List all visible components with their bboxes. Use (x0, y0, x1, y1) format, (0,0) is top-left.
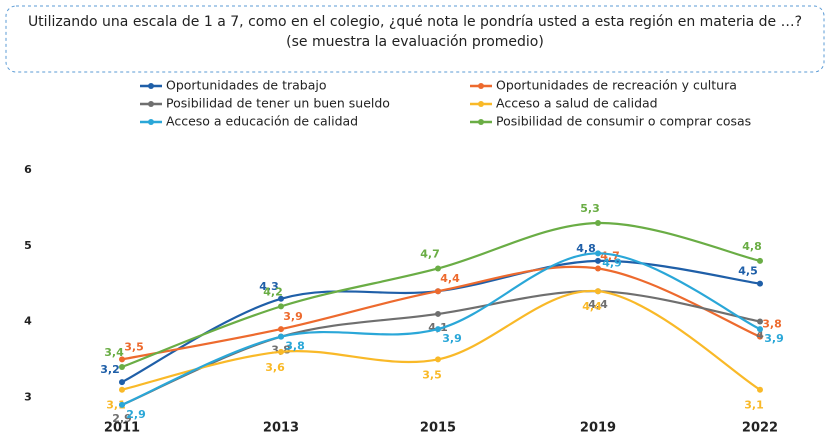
data-label: 3,8 (285, 340, 305, 353)
data-label: 4,4 (582, 300, 602, 313)
data-label: 3,9 (442, 332, 462, 345)
y-tick-label: 3 (24, 390, 32, 403)
data-label: 5,3 (580, 202, 600, 215)
point (757, 326, 763, 333)
data-label: 3,8 (762, 318, 782, 331)
point (757, 257, 763, 264)
point (119, 379, 125, 386)
point (595, 220, 601, 227)
legend-label: Oportunidades de trabajo (166, 78, 327, 93)
legend-label: Oportunidades de recreación y cultura (496, 78, 737, 93)
data-label: 3,4 (104, 346, 124, 359)
point (435, 326, 441, 333)
legend-marker (478, 83, 484, 89)
data-label: 4,2 (263, 285, 283, 298)
legend-marker (478, 119, 484, 125)
x-tick-label: 2022 (742, 421, 778, 436)
data-label: 3,9 (764, 332, 784, 345)
data-label: 3,5 (422, 368, 442, 381)
x-tick-label: 2015 (420, 421, 456, 436)
data-label: 3,1 (744, 399, 764, 412)
data-label: 4,8 (576, 242, 596, 255)
point (595, 250, 601, 257)
legend-label: Posibilidad de consumir o comprar cosas (496, 114, 751, 129)
y-tick-label: 6 (24, 163, 32, 176)
data-label: 4,4 (440, 272, 460, 285)
point (757, 318, 763, 325)
data-label: 4,3 (259, 280, 279, 293)
point (757, 386, 763, 393)
point (595, 265, 601, 272)
chart-title: Utilizando una escala de 1 a 7, como en … (27, 14, 803, 50)
data-label: 4,7 (420, 247, 440, 260)
data-label: 4,9 (602, 256, 622, 269)
data-label: 3,6 (265, 361, 285, 374)
legend-label: Posibilidad de tener un buen sueldo (166, 96, 390, 111)
point (435, 310, 441, 317)
point (119, 401, 125, 408)
data-label: 4,5 (738, 265, 758, 278)
data-label: 2,9 (126, 408, 146, 421)
point (757, 280, 763, 287)
data-label: 2,9 (112, 412, 132, 425)
y-tick-label: 4 (24, 315, 32, 328)
data-label: 3,1 (106, 399, 126, 412)
point (435, 356, 441, 363)
data-label: 4,4 (588, 298, 608, 311)
series-line (121, 290, 761, 406)
data-label: 3,9 (283, 310, 303, 323)
legend-marker (148, 83, 154, 89)
data-label: 4,8 (742, 240, 762, 253)
point (595, 257, 601, 264)
legend-label: Acceso a salud de calidad (496, 96, 658, 111)
series-line (121, 290, 761, 391)
point (119, 363, 125, 370)
legend-marker (478, 101, 484, 107)
legend-marker (148, 119, 154, 125)
point (278, 303, 284, 310)
point (595, 288, 601, 295)
point (435, 288, 441, 295)
point (278, 326, 284, 333)
data-label: 4 (756, 329, 764, 342)
point (278, 348, 284, 355)
title-box (5, 5, 825, 73)
series-line (121, 221, 761, 368)
x-tick-label: 2013 (263, 421, 299, 436)
data-label: 3,2 (100, 363, 120, 376)
point (435, 265, 441, 272)
legend-label: Acceso a educación de calidad (166, 114, 358, 129)
point (278, 333, 284, 340)
title-wrap: Utilizando una escala de 1 a 7, como en … (27, 14, 803, 50)
point (119, 356, 125, 363)
y-tick-label: 5 (24, 239, 32, 252)
point (119, 386, 125, 393)
point (757, 333, 763, 340)
data-label: 3,5 (124, 340, 144, 353)
legend-marker (148, 101, 154, 107)
x-tick-label: 2019 (580, 421, 616, 436)
point (278, 295, 284, 302)
x-tick-label: 2011 (104, 421, 140, 436)
